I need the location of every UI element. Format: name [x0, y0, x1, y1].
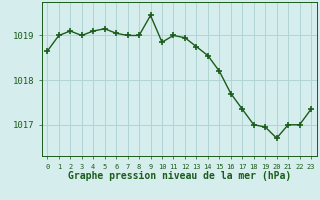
X-axis label: Graphe pression niveau de la mer (hPa): Graphe pression niveau de la mer (hPa) [68, 171, 291, 181]
